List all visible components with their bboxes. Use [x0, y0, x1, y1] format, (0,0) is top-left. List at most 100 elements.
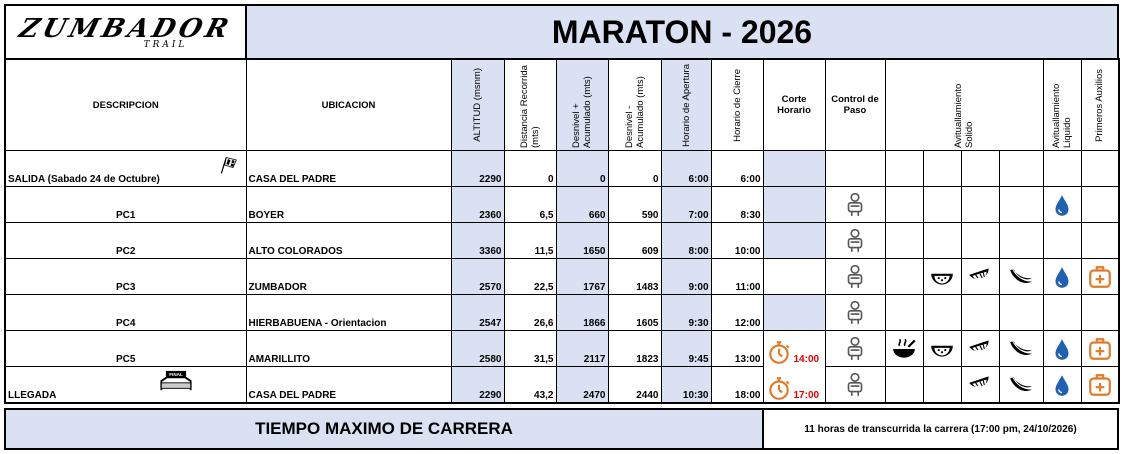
icon	[1008, 264, 1034, 290]
table-cell	[824, 330, 886, 367]
cell-text: PC2	[116, 246, 136, 257]
table-cell: 11:00	[710, 258, 764, 295]
table-cell	[1080, 222, 1120, 259]
table-cell	[960, 366, 1000, 404]
table-cell: 14:00	[764, 331, 825, 366]
icon	[1049, 264, 1075, 290]
cell-text: 9:30	[688, 318, 709, 329]
table-cell	[1080, 330, 1120, 367]
cell-text: 26,6	[534, 318, 554, 329]
table-row: PC3 ZUMBADOR 2570 22,5 1767 1483 9:00 11:00	[4, 258, 1120, 295]
table-cell	[1080, 366, 1120, 404]
table-cell: 1605	[607, 294, 662, 331]
table-cell: 2290	[450, 366, 505, 404]
table-cell	[884, 366, 924, 404]
cell-text: 43,2	[534, 390, 554, 401]
table-cell	[884, 186, 924, 223]
table-cell	[998, 150, 1044, 187]
cell-text: 10:00	[734, 246, 761, 257]
table-cell: 22,5	[503, 258, 557, 295]
cell-text: 2117	[583, 354, 606, 365]
table-cell	[922, 366, 962, 404]
icon	[156, 370, 196, 392]
column-header-text: Primeros Auxilios	[1094, 68, 1106, 142]
row-icon	[218, 154, 238, 179]
column-header: Corte Horario	[762, 58, 826, 151]
column-header-text: Avituallamiento Solido	[953, 83, 975, 148]
cell-text: 1767	[583, 282, 606, 293]
schedule-table: DESCRIPCION UBICACION ALTITUD (msnm) Distan…	[4, 58, 1120, 404]
table-cell: 17:00	[764, 367, 825, 402]
table-cell	[1080, 258, 1120, 295]
table-cell: 1483	[607, 258, 662, 295]
icon	[1087, 264, 1113, 290]
table-cell	[1042, 366, 1082, 404]
column-header: UBICACION	[245, 58, 452, 151]
table-cell	[998, 258, 1044, 295]
table-cell	[884, 150, 924, 187]
icon	[842, 192, 868, 218]
table-cell	[762, 258, 826, 295]
column-header: ALTITUD (msnm)	[450, 58, 505, 151]
corte-time: 14:00	[793, 354, 820, 365]
table-cell: 10:30	[660, 366, 712, 404]
table-cell: ALTO COLORADOS	[245, 222, 452, 259]
cell-text: 2470	[583, 390, 606, 401]
table-cell	[1042, 186, 1082, 223]
table-cell: 2470	[555, 366, 609, 404]
cell-text: 0	[652, 174, 659, 185]
table-cell	[762, 294, 826, 331]
column-header-text: Desnivel - Acumulado (mts)	[623, 76, 646, 148]
table-cell	[762, 150, 826, 187]
table-cell	[1042, 150, 1082, 187]
corte-icon	[766, 375, 792, 401]
title: MARATON - 2026	[245, 4, 1119, 60]
cell-text: 11:00	[735, 282, 761, 293]
cell-text: CASA DEL PADRE	[248, 174, 337, 185]
table-cell: PC3	[4, 258, 247, 295]
icon	[1087, 372, 1113, 398]
table-cell: 9:30	[660, 294, 712, 331]
icon	[967, 372, 993, 398]
table-cell	[884, 294, 924, 331]
table-cell	[960, 294, 1000, 331]
table-cell	[762, 222, 826, 259]
column-header: Desnivel + Acumulado (mts)	[555, 58, 609, 151]
table-cell	[1042, 330, 1082, 367]
table-cell	[998, 222, 1044, 259]
table-cell: 8:30	[710, 186, 764, 223]
table-cell	[762, 186, 826, 223]
table-cell	[922, 150, 962, 187]
logo-sub: TRAIL	[143, 40, 188, 50]
table-cell: 2570	[450, 258, 505, 295]
icon	[929, 336, 955, 362]
table-cell	[960, 150, 1000, 187]
table-cell	[1080, 150, 1120, 187]
cell-text: 2580	[479, 354, 502, 365]
table-cell	[884, 222, 924, 259]
cell-text: ZUMBADOR	[248, 282, 307, 293]
logo-text: ZUMBADOR	[15, 14, 236, 44]
icon	[842, 300, 868, 326]
table-row: PC4 HIERBABUENA - Orientacion 2547 26,6 1866…	[4, 294, 1120, 331]
table-cell	[960, 222, 1000, 259]
cell-text: 2290	[479, 390, 502, 401]
table-cell: 43,2	[503, 366, 557, 404]
table-row: PC5 AMARILLITO 2580 31,5 2117 1823 9:45 13:00 14…	[4, 330, 1120, 367]
table-cell	[998, 330, 1044, 367]
cell-text: 590	[641, 210, 659, 221]
cell-text: SALIDA (Sabado 24 de Octubre)	[8, 174, 160, 185]
table-cell: 1866	[555, 294, 609, 331]
icon	[766, 375, 792, 401]
table-cell: HIERBABUENA - Orientacion	[245, 294, 452, 331]
cell-text: LLEGADA	[8, 390, 57, 401]
footer-value: 11 horas de transcurrida la carrera (17:…	[762, 408, 1119, 450]
table-row: PC2 ALTO COLORADOS 3360 11,5 1650 609 8:00 10:0…	[4, 222, 1120, 259]
table-cell: 2290	[450, 150, 505, 187]
column-header-text: UBICACION	[321, 99, 376, 111]
table-cell: 2580	[450, 330, 505, 367]
cell-text: 0	[599, 174, 606, 185]
cell-text: 22,5	[534, 282, 554, 293]
table-cell	[922, 330, 962, 367]
table-cell: 1823	[607, 330, 662, 367]
